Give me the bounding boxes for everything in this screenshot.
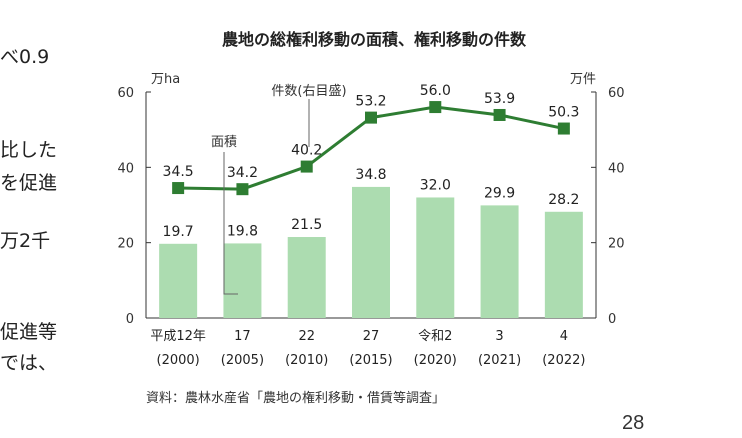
left-tick-label: 20 xyxy=(117,237,134,252)
line-point xyxy=(300,160,313,173)
line-series xyxy=(172,101,570,196)
line-point xyxy=(236,183,249,196)
x-category-label: 17 xyxy=(234,329,251,344)
bar xyxy=(352,186,390,318)
line-point xyxy=(493,108,506,121)
x-year-label: (2015) xyxy=(349,353,392,368)
left-tick-label: 40 xyxy=(117,161,134,176)
line-series-callout: 件数(右目盛) xyxy=(271,84,346,99)
right-tick-label: 20 xyxy=(608,237,625,252)
left-axis-unit: 万ha xyxy=(151,72,180,87)
x-year-label: (2010) xyxy=(285,353,328,368)
bar xyxy=(159,243,198,318)
right-axis-unit: 万件 xyxy=(570,72,596,87)
x-year-label: (2021) xyxy=(478,353,521,368)
x-category-label: 平成12年 xyxy=(150,329,206,344)
left-tick-label: 60 xyxy=(117,86,134,101)
x-year-label: (2000) xyxy=(157,353,200,368)
bar-labels: 19.7 19.8 21.5 34.8 32.0 29.9 28.2 xyxy=(163,167,580,240)
line-value-label: 53.9 xyxy=(484,91,515,107)
callouts: 面積 件数(右目盛) xyxy=(211,84,347,295)
bar-value-label: 34.8 xyxy=(355,167,386,183)
line-value-label: 34.5 xyxy=(163,164,194,180)
bar xyxy=(480,205,519,318)
bar-value-label: 28.2 xyxy=(548,192,579,208)
right-tick-label: 60 xyxy=(608,86,625,101)
right-tick-label: 40 xyxy=(608,161,625,176)
line-value-label: 53.2 xyxy=(355,94,386,110)
bar-value-label: 32.0 xyxy=(420,177,451,193)
x-year-label: (2022) xyxy=(542,353,585,368)
bar-value-label: 21.5 xyxy=(291,217,322,233)
bar xyxy=(287,237,326,318)
left-tick-label: 0 xyxy=(126,312,134,327)
right-tick-label: 0 xyxy=(608,312,616,327)
line-value-label: 34.2 xyxy=(227,165,258,181)
side-text-5: 促進等 xyxy=(0,321,58,343)
line-point xyxy=(365,111,377,124)
bar xyxy=(416,197,455,318)
bar-value-label: 19.8 xyxy=(227,223,258,239)
bar-callout-leader xyxy=(223,152,238,295)
side-text-3: を促進 xyxy=(0,172,58,194)
side-text-6: では、 xyxy=(0,352,58,374)
x-category-label: 27 xyxy=(363,329,380,344)
chart-title: 農地の総権利移動の面積、権利移動の件数 xyxy=(222,30,527,49)
x-year-label: (2005) xyxy=(221,353,264,368)
x-labels: 平成12年 (2000) 17 (2005) 22 (2010) 27 (2015) 令和2 (2… xyxy=(150,329,585,368)
side-text-4: 万2千 xyxy=(0,230,51,252)
slide-number: 28 xyxy=(622,412,645,434)
bar xyxy=(223,243,262,318)
line-point xyxy=(172,182,185,195)
bar-series-callout: 面積 xyxy=(211,135,237,150)
x-category-label: 3 xyxy=(495,329,503,344)
source-note: 資料：農林水産省「農地の権利移動・借賃等調査」 xyxy=(146,390,445,406)
bar xyxy=(544,211,583,318)
line-labels: 34.5 34.2 40.2 53.2 56.0 53.9 50.3 xyxy=(163,83,580,181)
line-value-label: 50.3 xyxy=(548,105,579,121)
line-value-label: 40.2 xyxy=(291,143,322,159)
x-year-label: (2020) xyxy=(414,353,457,368)
x-category-label: 22 xyxy=(298,329,315,344)
tick-labels: 0 20 40 60 0 20 40 60 xyxy=(117,86,624,327)
bar-value-label: 19.7 xyxy=(163,224,194,240)
side-text-1: べ0.9 xyxy=(0,46,50,68)
x-category-label: 令和2 xyxy=(418,329,452,344)
line-point xyxy=(429,101,442,114)
x-category-label: 4 xyxy=(560,329,568,344)
line-value-label: 56.0 xyxy=(420,83,451,99)
bar-value-label: 29.9 xyxy=(484,185,515,201)
line-point xyxy=(557,122,570,135)
bar-series xyxy=(159,186,583,318)
side-text-2: 比した xyxy=(0,139,58,161)
